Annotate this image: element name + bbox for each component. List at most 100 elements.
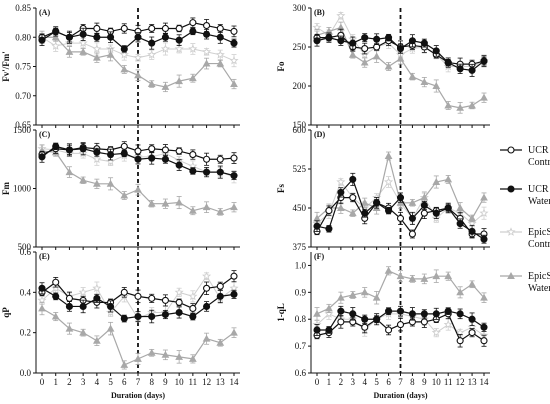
- data-point: [384, 177, 394, 186]
- panel-2: 150 200 250 300 (B) Fo: [276, 3, 490, 130]
- y-tick-label: 1000: [13, 184, 32, 194]
- data-point: [230, 27, 238, 35]
- legend-label: EpicSelect.4,: [528, 227, 550, 238]
- x-tick-label: 7: [136, 377, 141, 387]
- data-point: [396, 307, 405, 315]
- series-2: [313, 33, 488, 77]
- data-point: [468, 214, 476, 222]
- data-point: [175, 24, 183, 33]
- data-point: [420, 209, 428, 217]
- data-point: [468, 66, 476, 74]
- data-point: [385, 307, 393, 315]
- y-tick-label: 0.6: [295, 368, 307, 378]
- data-point: [480, 193, 488, 201]
- data-point: [313, 309, 321, 317]
- legend-label: Control: [528, 157, 550, 168]
- data-point: [65, 324, 74, 332]
- y-tick-label: 0.75: [15, 62, 31, 72]
- x-tick-label: 8: [410, 377, 415, 387]
- x-tick-label: 2: [339, 377, 344, 387]
- data-point: [384, 151, 393, 159]
- y-tick-label: 450: [293, 203, 307, 213]
- data-point: [468, 280, 476, 288]
- data-point: [216, 207, 225, 215]
- data-point: [52, 27, 60, 35]
- data-point: [148, 294, 156, 302]
- data-point: [385, 207, 393, 215]
- x-axis-label: Duration (days): [111, 391, 165, 400]
- x-tick-label: 9: [163, 377, 168, 387]
- data-point: [443, 319, 453, 329]
- data-point: [408, 37, 416, 45]
- data-point: [147, 80, 156, 88]
- x-tick-label: 13: [468, 377, 478, 387]
- panel-3: 500 1000 1500 (C) Fm: [1, 125, 240, 252]
- y-tick-label: 600: [293, 125, 307, 135]
- data-point: [93, 148, 101, 156]
- data-point: [107, 151, 115, 159]
- panel-label: (C): [39, 130, 50, 139]
- data-point: [161, 199, 170, 207]
- data-point: [175, 161, 183, 169]
- data-point: [65, 302, 73, 311]
- data-point: [120, 24, 128, 33]
- data-point: [456, 103, 465, 111]
- x-tick-label: 3: [81, 377, 86, 387]
- data-point: [361, 209, 369, 217]
- panels: 0.650.700.750.800.85 (A)Fv'/Fm'1502002503…: [1, 3, 490, 400]
- data-point: [325, 34, 333, 42]
- data-point: [119, 50, 129, 59]
- data-point: [65, 47, 74, 55]
- y-axis-label: 1-qL: [276, 303, 286, 322]
- data-point: [408, 274, 417, 282]
- data-point: [230, 154, 238, 162]
- data-point: [203, 168, 211, 176]
- panel-4: 375 450 525 600 (D) Fs: [276, 125, 490, 252]
- data-point: [360, 288, 369, 296]
- y-tick-label: 0.8: [295, 314, 307, 324]
- data-point: [373, 35, 381, 43]
- x-tick-label: 2: [67, 377, 72, 387]
- data-point: [216, 155, 224, 163]
- data-point: [456, 337, 464, 345]
- data-point: [65, 168, 74, 176]
- data-point: [65, 33, 73, 41]
- data-point: [134, 185, 142, 193]
- panel-label: (E): [39, 252, 50, 261]
- data-point: [120, 142, 128, 150]
- data-point: [161, 155, 169, 163]
- data-point: [38, 153, 46, 161]
- panel-6: 0.60.70.80.91.00 1 2 3 4 5 6 7 8 9 10 11 12 13 14(F)1-…: [276, 252, 490, 400]
- x-tick-label: 5: [108, 377, 113, 387]
- data-point: [348, 209, 357, 217]
- x-tick-label: 14: [480, 377, 490, 387]
- data-point: [468, 315, 476, 323]
- data-point: [202, 334, 211, 342]
- data-point: [52, 292, 60, 300]
- data-point: [480, 93, 488, 101]
- y-tick-label: 0.80: [15, 32, 31, 42]
- data-point: [408, 230, 416, 238]
- x-tick-label: 14: [230, 377, 240, 387]
- x-tick-label: 0: [315, 377, 320, 387]
- data-point: [348, 290, 357, 298]
- series-2: [38, 27, 238, 53]
- data-point: [107, 33, 115, 41]
- data-point: [384, 266, 393, 274]
- data-point: [189, 312, 197, 321]
- series-4: [313, 266, 488, 321]
- data-point: [133, 52, 143, 62]
- x-tick-label: 0: [40, 377, 45, 387]
- data-point: [134, 292, 142, 300]
- data-point: [148, 154, 156, 162]
- data-point: [480, 293, 488, 301]
- data-point: [396, 54, 405, 62]
- data-point: [337, 318, 345, 326]
- data-point: [52, 278, 60, 286]
- data-point: [216, 168, 224, 176]
- data-point: [174, 44, 184, 53]
- y-axis-label: Fs: [276, 184, 286, 193]
- data-point: [189, 19, 197, 27]
- data-point: [230, 203, 238, 211]
- data-point: [325, 304, 333, 312]
